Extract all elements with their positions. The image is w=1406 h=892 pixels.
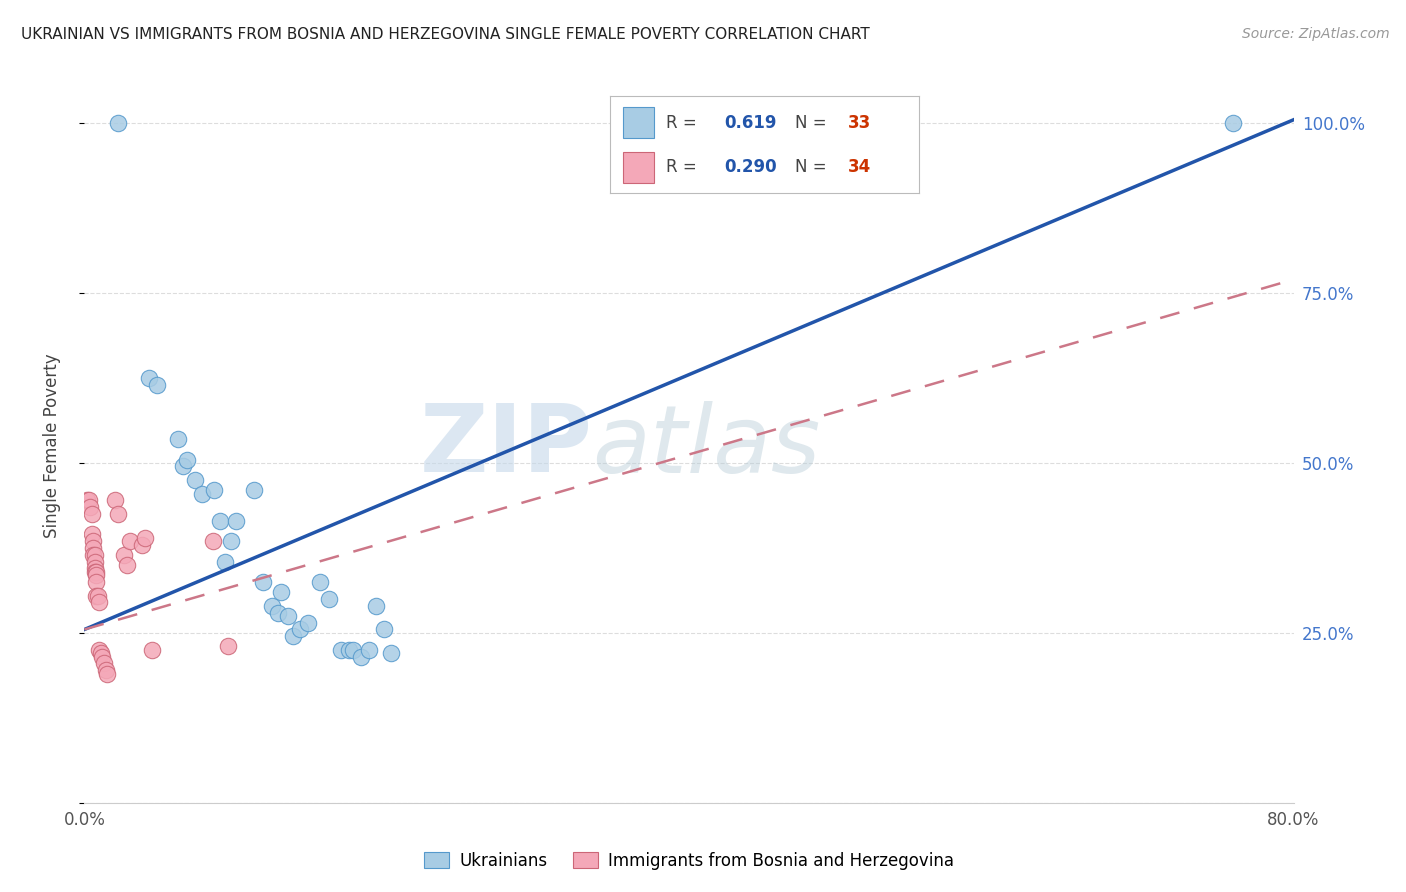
Y-axis label: Single Female Poverty: Single Female Poverty xyxy=(42,354,60,538)
Point xyxy=(115,558,138,572)
Point xyxy=(297,615,319,630)
Point xyxy=(89,595,111,609)
Point xyxy=(318,591,340,606)
Point xyxy=(342,643,364,657)
Point xyxy=(1222,116,1244,130)
Legend: Ukrainians, Immigrants from Bosnia and Herzegovina: Ukrainians, Immigrants from Bosnia and H… xyxy=(418,846,960,877)
Point xyxy=(84,565,107,579)
Point xyxy=(84,548,107,562)
Point xyxy=(309,574,332,589)
Point xyxy=(107,116,129,130)
Point xyxy=(94,663,117,677)
Point xyxy=(96,666,118,681)
Point xyxy=(277,608,299,623)
Point xyxy=(225,514,247,528)
Point xyxy=(281,629,304,643)
Point xyxy=(260,599,283,613)
Text: atlas: atlas xyxy=(592,401,821,491)
Point xyxy=(79,500,101,515)
Point xyxy=(183,473,205,487)
Point xyxy=(167,432,190,446)
Point xyxy=(86,589,108,603)
Point xyxy=(80,527,103,541)
Point xyxy=(214,555,236,569)
Point xyxy=(357,643,380,657)
Point xyxy=(138,371,160,385)
Point xyxy=(112,548,135,562)
Point xyxy=(217,640,239,654)
Point xyxy=(201,534,224,549)
Point xyxy=(86,565,108,579)
Point xyxy=(104,493,127,508)
Point xyxy=(380,646,402,660)
Point xyxy=(267,606,290,620)
Point xyxy=(219,534,242,549)
Point xyxy=(337,643,360,657)
Point xyxy=(131,537,153,551)
Point xyxy=(89,643,111,657)
Point xyxy=(209,514,232,528)
Point xyxy=(364,599,387,613)
Point xyxy=(93,657,115,671)
Point xyxy=(146,377,169,392)
Point xyxy=(107,507,129,521)
Point xyxy=(84,555,107,569)
Text: Source: ZipAtlas.com: Source: ZipAtlas.com xyxy=(1241,27,1389,41)
Point xyxy=(330,643,353,657)
Point xyxy=(82,541,104,555)
Point xyxy=(76,493,98,508)
Point xyxy=(350,649,373,664)
Point xyxy=(80,507,103,521)
Point xyxy=(84,561,107,575)
Point xyxy=(90,646,112,660)
Text: UKRAINIAN VS IMMIGRANTS FROM BOSNIA AND HERZEGOVINA SINGLE FEMALE POVERTY CORREL: UKRAINIAN VS IMMIGRANTS FROM BOSNIA AND … xyxy=(21,27,870,42)
Point xyxy=(91,649,114,664)
Point xyxy=(270,585,292,599)
Point xyxy=(202,483,225,498)
Point xyxy=(172,459,194,474)
Point xyxy=(290,623,312,637)
Point xyxy=(191,486,214,500)
Point xyxy=(134,531,156,545)
Point xyxy=(118,534,141,549)
Point xyxy=(252,574,274,589)
Point xyxy=(242,483,264,498)
Point xyxy=(87,589,110,603)
Text: ZIP: ZIP xyxy=(419,400,592,492)
Point xyxy=(86,568,108,582)
Point xyxy=(82,534,104,549)
Point xyxy=(77,493,100,508)
Point xyxy=(373,623,395,637)
Point xyxy=(176,452,198,467)
Point xyxy=(141,643,163,657)
Point xyxy=(86,574,108,589)
Point xyxy=(82,548,104,562)
